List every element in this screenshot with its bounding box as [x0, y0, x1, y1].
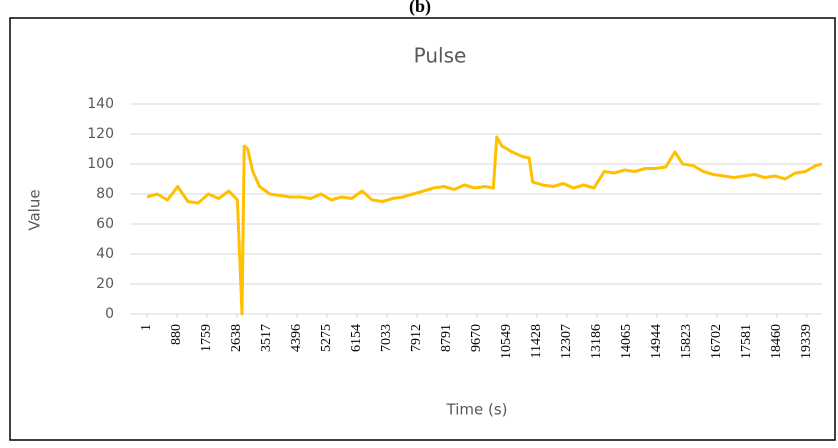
y-tick-label: 0 [105, 306, 114, 322]
y-tick-label: 60 [96, 216, 114, 232]
x-tick-label: 15823 [679, 324, 694, 359]
x-tick-label: 7033 [379, 324, 394, 352]
panel-label: (b) [409, 0, 431, 17]
x-tick-label: 3517 [259, 324, 274, 352]
x-axis-label: Time (s) [446, 401, 508, 419]
x-tick-label: 14944 [649, 324, 664, 359]
data-line [146, 135, 823, 316]
x-tick-label: 5275 [319, 324, 334, 352]
x-tick-label: 7912 [409, 324, 424, 352]
x-tick-label: 18460 [769, 324, 784, 359]
chart-title: Pulse [414, 44, 467, 68]
frame [9, 17, 836, 441]
x-tick-label: 13186 [589, 324, 604, 359]
x-tick-label: 1759 [199, 324, 214, 352]
y-tick-label: 20 [96, 276, 114, 292]
y-tick-label: 120 [87, 126, 114, 142]
x-tick-label: 2638 [229, 324, 244, 352]
x-tick-label: 12307 [559, 324, 574, 359]
y-axis-label: Value [26, 189, 44, 230]
y-tick-label: 40 [96, 246, 114, 262]
x-tick-label: 11428 [529, 324, 544, 358]
x-tick-label: 10549 [499, 324, 514, 359]
x-tick-label: 1 [139, 324, 154, 331]
y-tick-label: 80 [96, 186, 114, 202]
x-tick-label: 17581 [739, 324, 754, 359]
x-tick-label: 14065 [619, 324, 634, 359]
x-tick-label: 6154 [349, 324, 364, 352]
y-tick-label: 140 [87, 96, 114, 112]
x-tick-label: 16702 [709, 324, 724, 359]
x-tick-label: 880 [169, 324, 184, 345]
y-tick-label: 100 [87, 156, 114, 172]
x-tick-label: 19339 [799, 324, 814, 359]
x-tick-label: 9670 [469, 324, 484, 352]
x-tick-label: 4396 [289, 324, 304, 352]
x-tick-label: 8791 [439, 324, 454, 352]
